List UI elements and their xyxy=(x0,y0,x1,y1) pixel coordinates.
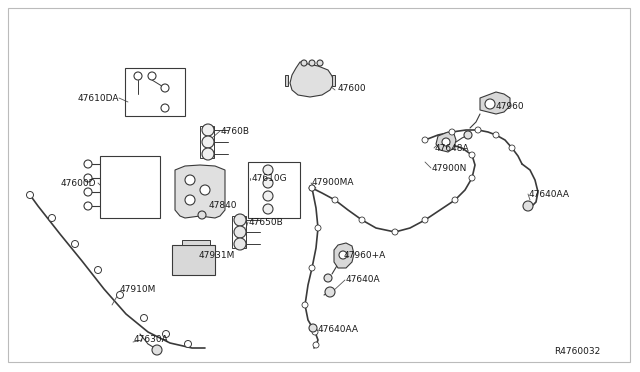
Polygon shape xyxy=(436,132,456,152)
Circle shape xyxy=(309,324,317,332)
Text: 47640AA: 47640AA xyxy=(529,189,570,199)
Circle shape xyxy=(161,84,169,92)
Circle shape xyxy=(202,124,214,136)
Text: 47910M: 47910M xyxy=(120,285,156,294)
Circle shape xyxy=(134,72,142,80)
Circle shape xyxy=(485,99,495,109)
Circle shape xyxy=(200,185,210,195)
Polygon shape xyxy=(290,62,334,97)
Circle shape xyxy=(509,145,515,151)
Text: 47648A: 47648A xyxy=(435,144,470,153)
Circle shape xyxy=(309,265,315,271)
Circle shape xyxy=(263,204,273,214)
Text: 47640AA: 47640AA xyxy=(318,326,359,334)
Circle shape xyxy=(325,287,335,297)
Circle shape xyxy=(317,60,323,66)
Circle shape xyxy=(452,197,458,203)
Circle shape xyxy=(49,215,56,221)
Circle shape xyxy=(301,60,307,66)
Circle shape xyxy=(339,251,347,259)
Circle shape xyxy=(234,214,246,226)
Text: 4760B: 4760B xyxy=(221,126,250,135)
Circle shape xyxy=(163,330,170,337)
Text: 47640A: 47640A xyxy=(346,276,381,285)
Text: 47900N: 47900N xyxy=(432,164,467,173)
Bar xyxy=(232,216,246,248)
Circle shape xyxy=(234,226,246,238)
Circle shape xyxy=(312,329,318,335)
Circle shape xyxy=(263,178,273,188)
Circle shape xyxy=(234,238,246,250)
Text: R4760032: R4760032 xyxy=(554,347,600,356)
Circle shape xyxy=(84,188,92,196)
Circle shape xyxy=(442,138,450,146)
Circle shape xyxy=(84,160,92,168)
Circle shape xyxy=(309,185,315,191)
Text: 47630A: 47630A xyxy=(134,336,169,344)
Circle shape xyxy=(161,104,169,112)
Bar xyxy=(100,156,160,218)
Circle shape xyxy=(26,192,33,199)
Circle shape xyxy=(72,241,79,247)
Polygon shape xyxy=(182,240,210,245)
Polygon shape xyxy=(285,75,288,86)
Text: 47610G: 47610G xyxy=(252,173,287,183)
Circle shape xyxy=(116,292,124,298)
Circle shape xyxy=(263,165,273,175)
Bar xyxy=(200,126,214,158)
Circle shape xyxy=(469,175,475,181)
Circle shape xyxy=(449,129,455,135)
Circle shape xyxy=(198,211,206,219)
Circle shape xyxy=(315,225,321,231)
Circle shape xyxy=(324,274,332,282)
Circle shape xyxy=(84,202,92,210)
Text: 47610DA: 47610DA xyxy=(77,93,119,103)
Circle shape xyxy=(464,131,472,139)
Circle shape xyxy=(309,60,315,66)
Circle shape xyxy=(263,191,273,201)
Circle shape xyxy=(523,201,533,211)
Bar xyxy=(248,162,300,218)
Circle shape xyxy=(184,340,191,347)
Circle shape xyxy=(469,152,475,158)
Circle shape xyxy=(493,132,499,138)
Circle shape xyxy=(475,127,481,133)
Circle shape xyxy=(148,72,156,80)
Circle shape xyxy=(422,217,428,223)
Circle shape xyxy=(84,174,92,182)
Text: 47600D: 47600D xyxy=(61,179,96,187)
Circle shape xyxy=(185,195,195,205)
Polygon shape xyxy=(332,75,335,86)
Polygon shape xyxy=(480,92,510,114)
Circle shape xyxy=(185,175,195,185)
Circle shape xyxy=(152,345,162,355)
Circle shape xyxy=(95,266,102,273)
Text: 47960: 47960 xyxy=(496,102,525,110)
Circle shape xyxy=(359,217,365,223)
Polygon shape xyxy=(172,245,215,275)
Text: 47650B: 47650B xyxy=(249,218,284,227)
Circle shape xyxy=(392,229,398,235)
Bar xyxy=(125,68,185,116)
Polygon shape xyxy=(175,165,225,218)
Circle shape xyxy=(302,302,308,308)
Circle shape xyxy=(202,136,214,148)
Circle shape xyxy=(202,148,214,160)
Text: 47931M: 47931M xyxy=(199,250,236,260)
Text: 47600: 47600 xyxy=(338,83,367,93)
Text: 47960+A: 47960+A xyxy=(344,251,387,260)
Circle shape xyxy=(422,137,428,143)
Circle shape xyxy=(332,197,338,203)
Polygon shape xyxy=(334,243,354,268)
Circle shape xyxy=(309,185,315,191)
Circle shape xyxy=(141,314,147,321)
Text: 47900MA: 47900MA xyxy=(312,177,355,186)
Circle shape xyxy=(313,342,319,348)
Text: 47840: 47840 xyxy=(209,201,237,209)
